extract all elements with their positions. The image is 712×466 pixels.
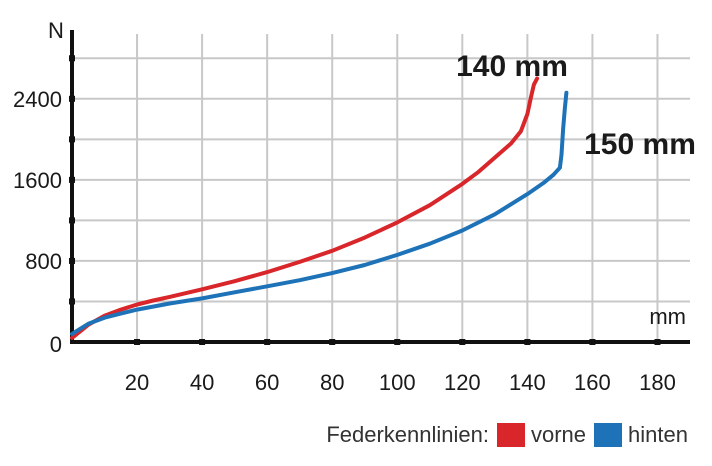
series-lines [70, 76, 569, 340]
series-annotation-hinten: 150 mm [584, 128, 696, 161]
x-tick-label: 40 [190, 370, 214, 395]
axes [70, 30, 690, 344]
x-tick-mark [329, 339, 336, 345]
y-axis-label: N [48, 18, 64, 43]
legend-title: Federkennlinien: [326, 422, 489, 447]
x-tick-label: 140 [509, 370, 546, 395]
series-annotation-vorne: 140 mm [456, 50, 568, 83]
x-tick-mark [394, 339, 401, 345]
x-tick-mark [654, 339, 661, 345]
legend-entry-hinten: hinten [594, 422, 688, 448]
x-tick-mark [199, 339, 206, 345]
x-tick-label: 120 [444, 370, 481, 395]
y-tick-label: 1600 [13, 168, 62, 193]
legend-label-hinten: hinten [628, 422, 688, 447]
x-tick-mark [134, 339, 141, 345]
x-tick-mark [524, 339, 531, 345]
legend-swatch-hinten [594, 423, 623, 447]
y-tick-mark [69, 95, 75, 102]
y-tick-mark [69, 217, 75, 224]
y-tick-label: 2400 [13, 87, 62, 112]
legend-label-vorne: vorne [531, 422, 587, 447]
y-tick-mark [69, 176, 75, 183]
legend: Federkennlinien: vorne hinten [326, 418, 688, 452]
x-tick-label: 100 [379, 370, 416, 395]
y-tick-label: 0 [50, 332, 62, 357]
y-tick-mark [69, 298, 75, 305]
y-tick-mark [69, 55, 75, 62]
x-tick-label: 80 [320, 370, 344, 395]
y-tick-mark [69, 257, 75, 264]
x-tick-label: 180 [639, 370, 676, 395]
legend-swatch-vorne [497, 423, 525, 447]
x-axis-label: mm [649, 304, 686, 329]
x-tick-mark [459, 339, 466, 345]
y-tick-mark [69, 136, 75, 143]
x-tick-label: 20 [125, 370, 149, 395]
y-axis-ticks: 0 800 1600 2400 [13, 55, 75, 357]
legend-entry-vorne: vorne [497, 422, 586, 448]
grid [72, 34, 690, 342]
series-line-vorne [70, 76, 540, 340]
x-tick-mark [589, 339, 596, 345]
x-tick-label: 160 [574, 370, 611, 395]
x-tick-mark [264, 339, 271, 345]
x-tick-label: 60 [255, 370, 279, 395]
x-axis-ticks: 20 40 60 80 100 120 140 160 180 [125, 339, 676, 395]
series-line-hinten [70, 90, 569, 336]
y-tick-label: 800 [25, 249, 62, 274]
axis-labels: N mm 140 mm 150 mm [48, 18, 696, 329]
